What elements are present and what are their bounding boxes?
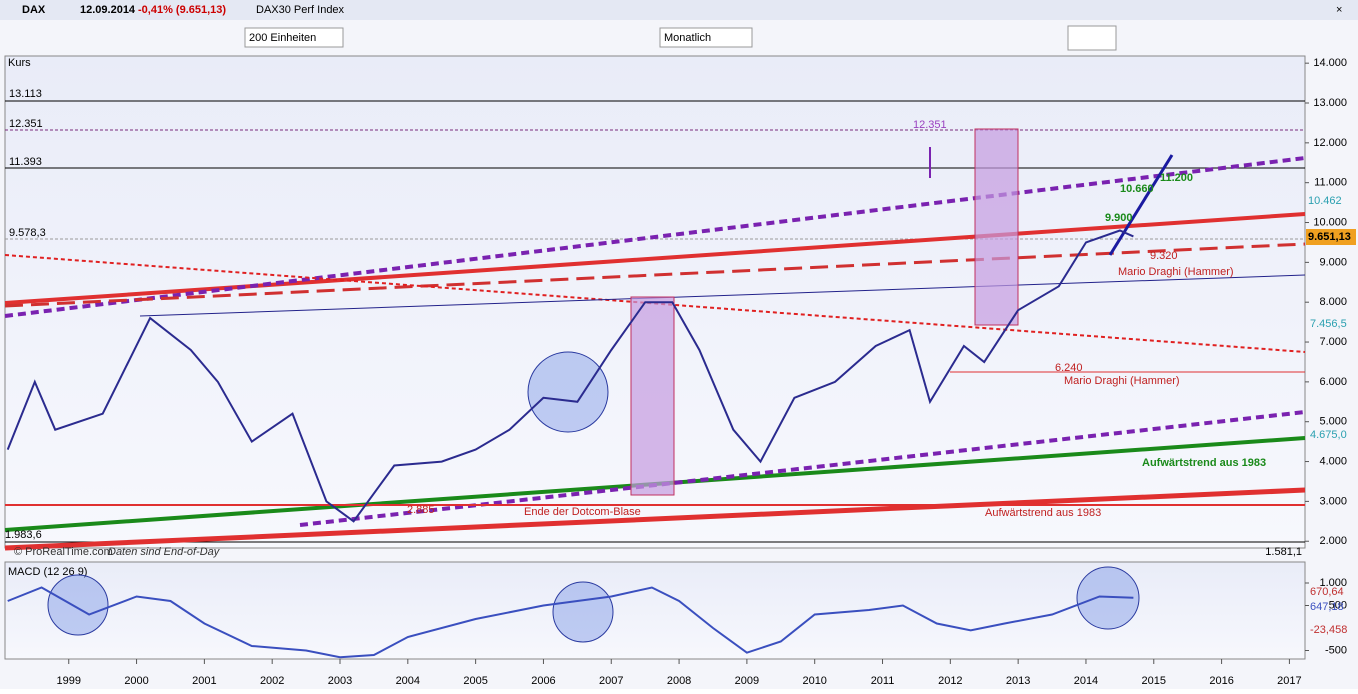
x-tick-label: 1999 (57, 675, 81, 687)
series-line (7, 586, 1134, 659)
annotation: 6.240 (1055, 362, 1083, 374)
period-text: Monatlich (664, 32, 711, 44)
symbol[interactable]: DAX (22, 4, 46, 16)
x-tick-label: 2014 (1074, 675, 1098, 687)
x-tick-label: 2007 (599, 675, 623, 687)
source: © ProRealTime.com (14, 546, 113, 558)
x-tick-label: 2001 (192, 675, 216, 687)
x-tick-label: 2016 (1209, 675, 1233, 687)
x-tick-label: 2003 (328, 675, 352, 687)
macd-panel (4, 561, 1306, 660)
source-note: Daten sind End-of-Day (108, 546, 221, 558)
x-tick-label: 2013 (1006, 675, 1030, 687)
x-tick-label: 2005 (463, 675, 487, 687)
units-text: 200 Einheiten (249, 32, 316, 44)
annotation: 11.200 (1160, 172, 1193, 184)
x-tick-label: 2009 (735, 675, 759, 687)
annotation: 9.900 (1105, 212, 1133, 224)
y-tick-label: 8.000 (1319, 296, 1347, 308)
y-tick-label: 1.000 (1319, 577, 1347, 589)
right-label: 10.462 (1308, 195, 1342, 207)
panel-label: MACD (12 26 9) (8, 566, 87, 578)
x-tick-label: 2004 (396, 675, 420, 687)
change: -0,41% (9.651,13) (138, 4, 226, 16)
date: 12.09.2014 (80, 4, 136, 16)
highlight-circle (47, 574, 109, 636)
level-label: 9.578,3 (9, 227, 46, 239)
y-tick-label: 500 (1329, 599, 1347, 611)
annotation: Ende der Dotcom-Blase (524, 506, 641, 518)
x-tick-label: 2002 (260, 675, 284, 687)
right-label: 4.675,0 (1310, 429, 1347, 441)
right-label: 9.651,13 (1308, 231, 1351, 243)
series-line (6, 229, 1134, 523)
x-tick-label: 2006 (531, 675, 555, 687)
y-tick-label: 7.000 (1319, 336, 1347, 348)
chart-type-button[interactable] (1067, 25, 1117, 51)
y-tick-label: 10.000 (1313, 216, 1347, 228)
y-tick-label: 14.000 (1313, 57, 1347, 69)
right-label: 647,18 (1310, 601, 1344, 613)
annotation: 2.885 (407, 504, 435, 516)
period-dropdown[interactable] (659, 27, 753, 48)
right-label: 7.456,5 (1310, 318, 1347, 330)
y-tick-label: 5.000 (1319, 416, 1347, 428)
level-label: 11.393 (9, 156, 42, 168)
trend-lines (4, 154, 1306, 551)
x-tick-label: 2012 (938, 675, 962, 687)
panel-label: Kurs (8, 57, 31, 69)
annotation: Aufwärtstrend aus 1983 (1142, 457, 1266, 469)
x-tick-label: 2011 (871, 675, 895, 687)
right-label: 670,64 (1310, 586, 1344, 598)
units-dropdown[interactable] (244, 27, 344, 48)
annotation: 9.320 (1150, 250, 1178, 262)
highlight-circle (527, 351, 609, 433)
annotation: 12.351 (913, 119, 947, 131)
right-label: 1.581,1 (1265, 546, 1302, 558)
right-label: -23,458 (1310, 624, 1347, 636)
close-button[interactable]: × (1336, 4, 1342, 16)
y-tick-label: 11.000 (1314, 177, 1347, 189)
y-tick-label: -500 (1325, 644, 1347, 656)
x-tick-label: 2017 (1277, 675, 1301, 687)
x-tick-label: 2010 (802, 675, 826, 687)
y-tick-label: 12.000 (1313, 137, 1347, 149)
annotation: Mario Draghi (Hammer) (1064, 375, 1180, 387)
x-tick-label: 2000 (124, 675, 148, 687)
highlight-circle (552, 581, 614, 643)
highlight-box (974, 128, 1019, 326)
y-tick-label: 4.000 (1319, 455, 1347, 467)
level-label: 12.351 (9, 118, 43, 130)
y-tick-label: 13.000 (1313, 97, 1347, 109)
title-bar (0, 0, 1358, 20)
annotation: 10.660 (1120, 183, 1154, 195)
x-tick-label: 2008 (667, 675, 691, 687)
highlight-circle (1076, 566, 1140, 630)
level-label: 13.113 (9, 88, 42, 100)
annotation: Mario Draghi (Hammer) (1118, 266, 1234, 278)
y-tick-label: 6.000 (1319, 376, 1347, 388)
level-label: 1.983,6 (5, 529, 42, 541)
instrument-name: DAX30 Perf Index (256, 4, 345, 16)
y-tick-label: 9.000 (1319, 256, 1347, 268)
highlight-box (630, 296, 675, 496)
annotation: Aufwärtstrend aus 1983 (985, 507, 1101, 519)
y-tick-label: 2.000 (1319, 535, 1347, 547)
y-tick-label: 3.000 (1319, 495, 1347, 507)
price-box (1306, 229, 1356, 245)
x-tick-label: 2015 (1142, 675, 1166, 687)
